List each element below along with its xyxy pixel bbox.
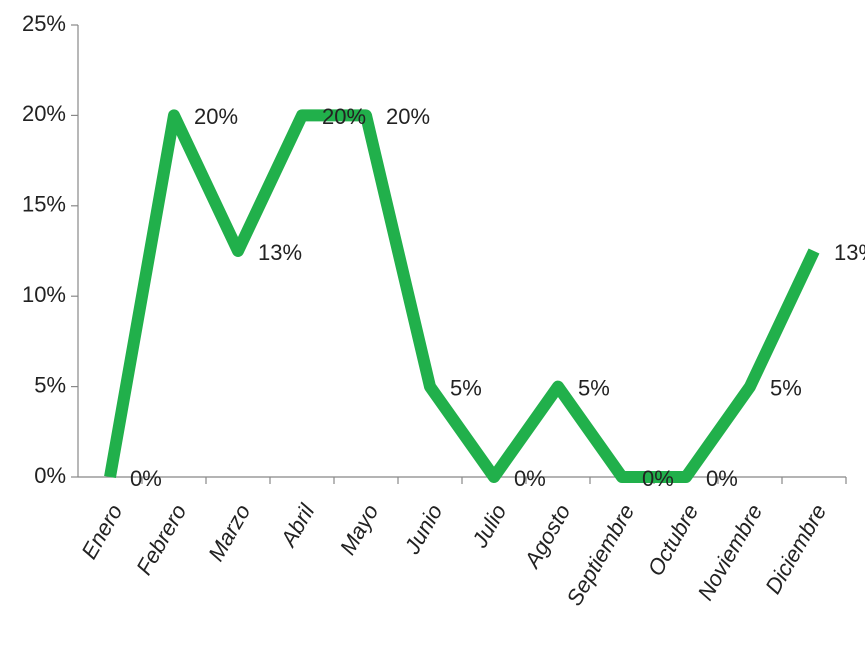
x-tick-label: Mayo <box>335 500 384 559</box>
data-label: 0% <box>514 466 546 491</box>
x-tick-label: Febrero <box>131 500 191 579</box>
x-tick-label: Agosto <box>518 500 575 574</box>
data-label: 5% <box>770 375 802 400</box>
y-tick-label: 20% <box>22 101 66 126</box>
y-tick-label: 5% <box>34 372 66 397</box>
x-tick-label: Abril <box>275 499 320 552</box>
data-label: 20% <box>386 104 430 129</box>
data-label: 13% <box>834 240 865 265</box>
y-tick-label: 10% <box>22 282 66 307</box>
x-tick-label: Noviembre <box>693 500 768 605</box>
x-tick-label: Julio <box>467 500 512 553</box>
y-tick-label: 15% <box>22 192 66 217</box>
data-label: 5% <box>578 375 610 400</box>
data-label: 13% <box>258 240 302 265</box>
y-tick-label: 0% <box>34 463 66 488</box>
data-label: 20% <box>322 104 366 129</box>
x-tick-label: Junio <box>399 500 447 559</box>
x-tick-label: Diciembre <box>760 500 831 598</box>
x-tick-label: Enero <box>76 500 127 563</box>
data-label: 0% <box>706 466 738 491</box>
x-tick-label: Septiembre <box>561 500 639 610</box>
x-tick-label: Octubre <box>643 500 704 580</box>
x-tick-label: Marzo <box>203 500 255 565</box>
y-tick-label: 25% <box>22 11 66 36</box>
data-label: 0% <box>130 466 162 491</box>
line <box>104 109 820 483</box>
data-label: 20% <box>194 104 238 129</box>
data-label: 5% <box>450 375 482 400</box>
data-label: 0% <box>642 466 674 491</box>
